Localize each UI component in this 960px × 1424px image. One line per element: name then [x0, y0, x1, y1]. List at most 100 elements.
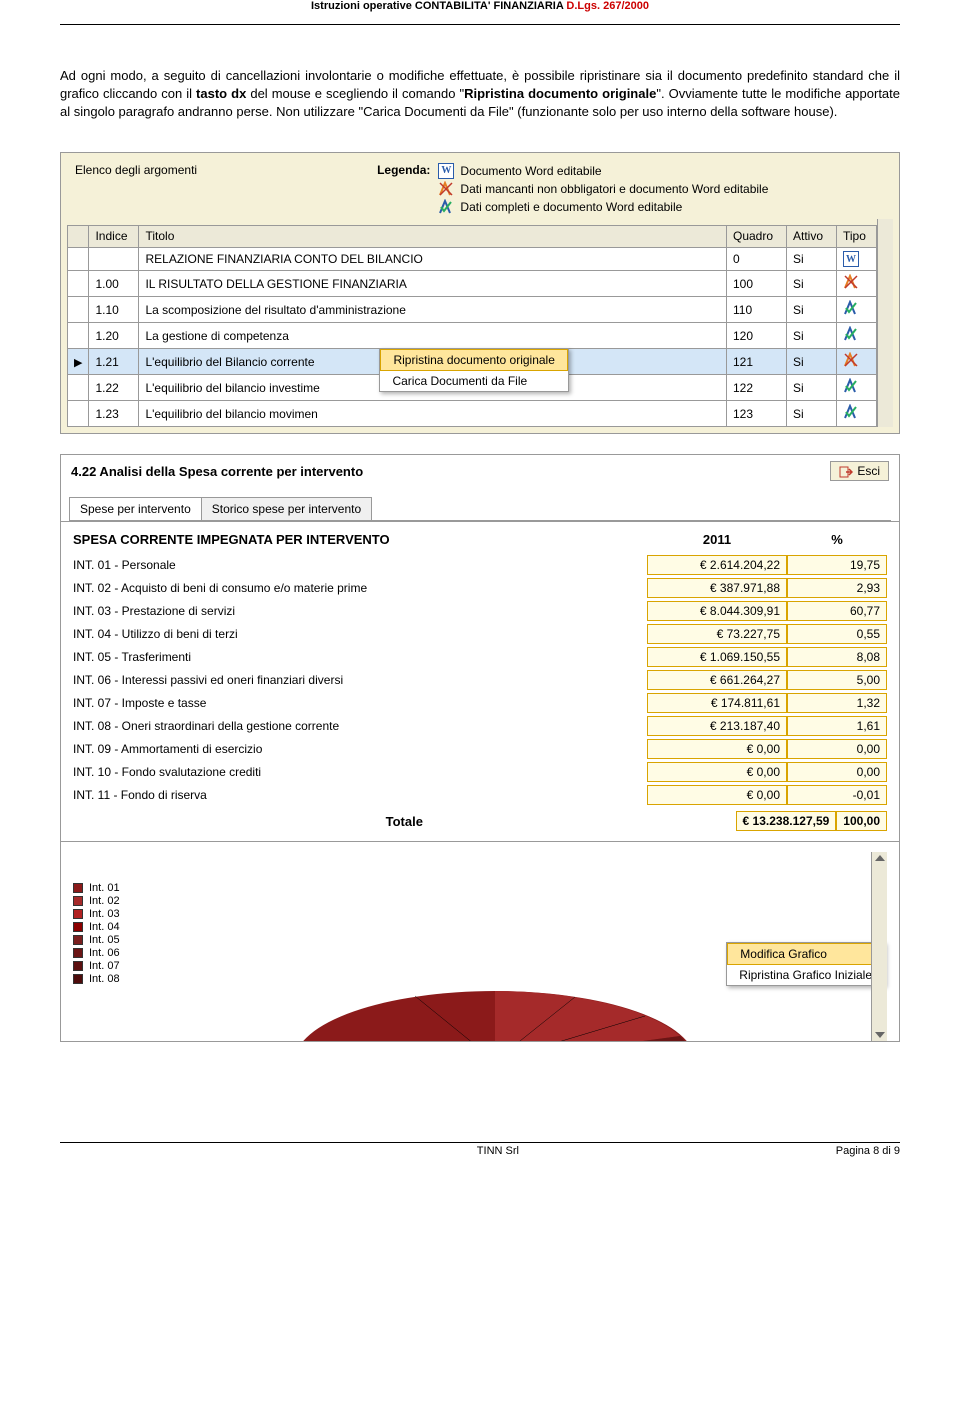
spesa-value[interactable]: € 0,00 — [647, 762, 787, 782]
spesa-value[interactable]: € 2.614.204,22 — [647, 555, 787, 575]
table-row[interactable]: ▶1.21L'equilibrio del Bilancio correnteR… — [68, 349, 877, 375]
spesa-row: INT. 03 - Prestazione di servizi€ 8.044.… — [73, 601, 887, 621]
legend-text: Int. 01 — [89, 882, 120, 894]
cell-quadro[interactable]: 110 — [727, 297, 787, 323]
cell-tipo[interactable] — [837, 323, 877, 349]
cell-titolo[interactable]: La scomposizione del risultato d'amminis… — [139, 297, 727, 323]
cell-indice[interactable]: 1.23 — [89, 401, 139, 427]
menu-modifica-grafico[interactable]: Modifica Grafico — [727, 943, 884, 965]
spesa-value[interactable]: € 73.227,75 — [647, 624, 787, 644]
cell-indice[interactable]: 1.10 — [89, 297, 139, 323]
cell-tipo[interactable] — [837, 297, 877, 323]
col-marker[interactable] — [68, 225, 89, 247]
legend-color-icon — [73, 896, 83, 906]
cell-attivo[interactable]: Si — [787, 247, 837, 271]
cell-indice[interactable]: 1.21 — [89, 349, 139, 375]
spesa-value[interactable]: € 213.187,40 — [647, 716, 787, 736]
tab-spese-intervento[interactable]: Spese per intervento — [69, 497, 202, 520]
cell-quadro[interactable]: 122 — [727, 375, 787, 401]
cell-tipo[interactable] — [837, 349, 877, 375]
cell-tipo[interactable] — [837, 271, 877, 297]
spesa-value[interactable]: € 0,00 — [647, 739, 787, 759]
esci-button[interactable]: Esci — [830, 461, 889, 481]
col-tipo[interactable]: Tipo — [837, 225, 877, 247]
chart-context-menu[interactable]: Modifica Grafico Ripristina Grafico Iniz… — [726, 942, 885, 986]
spesa-pct[interactable]: 8,08 — [787, 647, 887, 667]
table-row[interactable]: 1.00IL RISULTATO DELLA GESTIONE FINANZIA… — [68, 271, 877, 297]
cell-attivo[interactable]: Si — [787, 323, 837, 349]
spesa-value[interactable]: € 1.069.150,55 — [647, 647, 787, 667]
table-row[interactable]: RELAZIONE FINANZIARIA CONTO DEL BILANCIO… — [68, 247, 877, 271]
spesa-pct[interactable]: 0,00 — [787, 762, 887, 782]
col-quadro[interactable]: Quadro — [727, 225, 787, 247]
word-icon: W — [438, 163, 454, 179]
cell-quadro[interactable]: 123 — [727, 401, 787, 427]
cell-indice[interactable]: 1.00 — [89, 271, 139, 297]
table-row[interactable]: 1.10La scomposizione del risultato d'amm… — [68, 297, 877, 323]
col-titolo[interactable]: Titolo — [139, 225, 727, 247]
legend-item-word: W Documento Word editabile — [438, 163, 768, 179]
col-indice[interactable]: Indice — [89, 225, 139, 247]
spesa-pct[interactable]: 5,00 — [787, 670, 887, 690]
cell-quadro[interactable]: 120 — [727, 323, 787, 349]
cell-attivo[interactable]: Si — [787, 297, 837, 323]
legend-color-icon — [73, 909, 83, 919]
legend-color-icon — [73, 883, 83, 893]
spesa-pct[interactable]: 0,55 — [787, 624, 887, 644]
arguments-table[interactable]: Indice Titolo Quadro Attivo Tipo RELAZIO… — [67, 225, 877, 428]
table-row[interactable]: 1.20La gestione di competenza120Si — [68, 323, 877, 349]
spesa-value[interactable]: € 661.264,27 — [647, 670, 787, 690]
table-row[interactable]: 1.23L'equilibrio del bilancio movimen123… — [68, 401, 877, 427]
menu-ripristina-documento[interactable]: Ripristina documento originale — [380, 349, 567, 371]
spesa-pct[interactable]: 1,61 — [787, 716, 887, 736]
spesa-value[interactable]: € 174.811,61 — [647, 693, 787, 713]
spesa-tabs: Spese per intervento Storico spese per i… — [69, 497, 891, 521]
menu-carica-documenti[interactable]: Carica Documenti da File — [380, 371, 567, 391]
complete-data-icon — [843, 404, 859, 420]
cell-titolo[interactable]: L'equilibrio del Bilancio correnteRipris… — [139, 349, 727, 375]
cell-attivo[interactable]: Si — [787, 271, 837, 297]
cell-titolo[interactable]: La gestione di competenza — [139, 323, 727, 349]
spesa-pct[interactable]: 19,75 — [787, 555, 887, 575]
spesa-pct[interactable]: 0,00 — [787, 739, 887, 759]
cell-titolo[interactable]: IL RISULTATO DELLA GESTIONE FINANZIARIA — [139, 271, 727, 297]
cell-quadro[interactable]: 100 — [727, 271, 787, 297]
spesa-title: 4.22 Analisi della Spesa corrente per in… — [71, 464, 363, 479]
spesa-label: INT. 09 - Ammortamenti di esercizio — [73, 742, 647, 756]
cell-indice[interactable]: 1.22 — [89, 375, 139, 401]
spesa-pct[interactable]: 1,32 — [787, 693, 887, 713]
col-attivo[interactable]: Attivo — [787, 225, 837, 247]
spesa-label: INT. 11 - Fondo di riserva — [73, 788, 647, 802]
cell-quadro[interactable]: 0 — [727, 247, 787, 271]
spesa-label: INT. 08 - Oneri straordinari della gesti… — [73, 719, 647, 733]
cell-attivo[interactable]: Si — [787, 375, 837, 401]
vertical-scrollbar[interactable] — [877, 219, 893, 428]
chart-scrollbar[interactable] — [871, 852, 887, 1041]
tab-storico-spese[interactable]: Storico spese per intervento — [201, 497, 372, 520]
spesa-table-title: SPESA CORRENTE IMPEGNATA PER INTERVENTO — [73, 532, 647, 547]
complete-data-icon — [438, 199, 454, 215]
spesa-value[interactable]: € 0,00 — [647, 785, 787, 805]
cell-attivo[interactable]: Si — [787, 349, 837, 375]
spesa-pct[interactable]: 2,93 — [787, 578, 887, 598]
cell-titolo[interactable]: RELAZIONE FINANZIARIA CONTO DEL BILANCIO — [139, 247, 727, 271]
cell-tipo[interactable]: W — [837, 247, 877, 271]
legend-color-icon — [73, 948, 83, 958]
legend-text: Int. 03 — [89, 908, 120, 920]
spesa-value[interactable]: € 8.044.309,91 — [647, 601, 787, 621]
spesa-value[interactable]: € 387.971,88 — [647, 578, 787, 598]
row-context-menu[interactable]: Ripristina documento originaleCarica Doc… — [379, 348, 568, 392]
menu-ripristina-grafico[interactable]: Ripristina Grafico Iniziale — [727, 965, 884, 985]
word-icon: W — [843, 251, 859, 267]
cell-indice[interactable]: 1.20 — [89, 323, 139, 349]
spesa-pct[interactable]: 60,77 — [787, 601, 887, 621]
pie-chart[interactable] — [285, 941, 705, 1041]
cell-tipo[interactable] — [837, 375, 877, 401]
cell-indice[interactable] — [89, 247, 139, 271]
legend-text: Int. 07 — [89, 960, 120, 972]
cell-attivo[interactable]: Si — [787, 401, 837, 427]
cell-quadro[interactable]: 121 — [727, 349, 787, 375]
cell-titolo[interactable]: L'equilibrio del bilancio movimen — [139, 401, 727, 427]
spesa-pct[interactable]: -0,01 — [787, 785, 887, 805]
cell-tipo[interactable] — [837, 401, 877, 427]
